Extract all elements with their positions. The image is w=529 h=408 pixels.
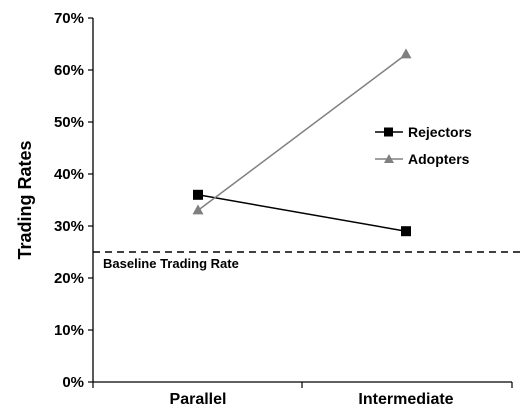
y-axis-ticks: 0% 10% 20% 30% 40% 50% 60% 70% xyxy=(54,10,93,391)
y-tick-label: 30% xyxy=(54,218,84,235)
series-line-rejectors xyxy=(197,194,407,232)
y-tick-label: 0% xyxy=(62,374,84,391)
legend-marker-triangle xyxy=(384,154,394,163)
series-line-adopters xyxy=(197,53,407,211)
legend-label-rejectors: Rejectors xyxy=(408,124,472,140)
data-point-triangle xyxy=(400,48,412,59)
legend-item-adopters: Adopters xyxy=(375,151,470,167)
baseline-annotation: Baseline Trading Rate xyxy=(103,256,239,271)
y-tick-label: 10% xyxy=(54,322,84,339)
data-point-square xyxy=(401,226,411,237)
y-axis-title: Trading Rates xyxy=(15,140,35,259)
legend-marker-square xyxy=(384,127,393,137)
y-tick-label: 70% xyxy=(54,10,84,27)
legend-label-adopters: Adopters xyxy=(408,151,470,167)
legend: Rejectors Adopters xyxy=(375,124,472,167)
y-tick-label: 50% xyxy=(54,114,84,131)
x-category-label: Parallel xyxy=(170,391,227,408)
y-tick-label: 60% xyxy=(54,62,84,79)
series-layer xyxy=(192,48,412,237)
x-axis-ticks: Parallel Intermediate xyxy=(92,382,513,408)
data-point-square xyxy=(193,189,203,200)
legend-item-rejectors: Rejectors xyxy=(375,124,472,140)
y-tick-label: 20% xyxy=(54,270,84,287)
data-point-triangle xyxy=(192,204,204,215)
x-category-label: Intermediate xyxy=(358,391,453,408)
y-tick-label: 40% xyxy=(54,166,84,183)
